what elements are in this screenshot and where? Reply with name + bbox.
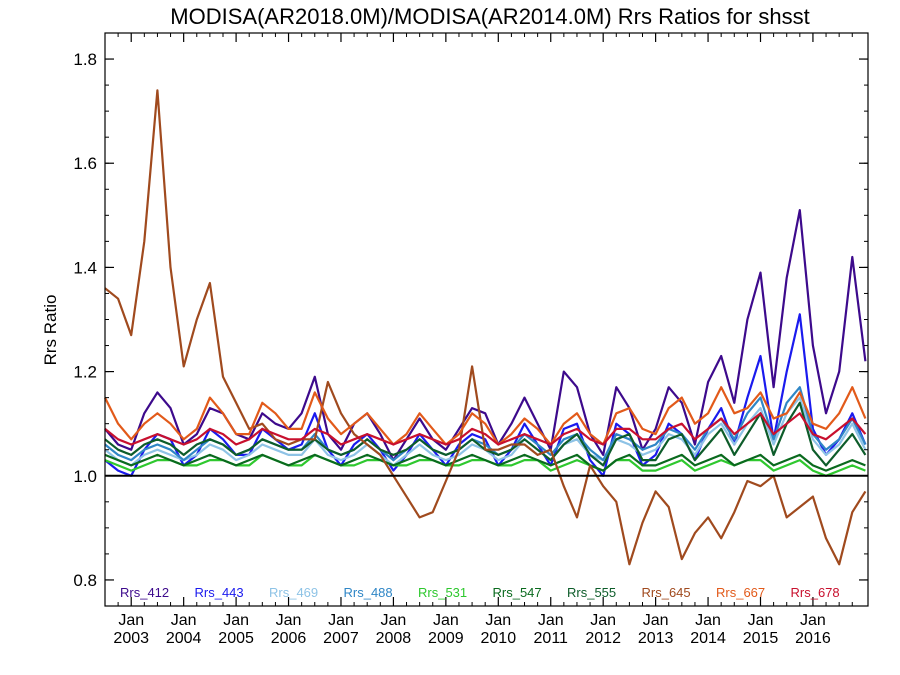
x-tick-year-label: 2006 (271, 630, 307, 647)
x-tick-year-label: 2010 (481, 630, 517, 647)
legend: Rrs_412 Rrs_443 Rrs_469 Rrs_488 Rrs_531 Rrs_5… (120, 585, 840, 600)
x-tick-year-label: 2012 (585, 630, 621, 647)
x-tick-month-label: Jan (118, 612, 144, 629)
series-line-rrs-678 (104, 412, 867, 446)
legend-entry-rrs-488: Rrs_488 (344, 585, 393, 600)
x-tick-month-label: Jan (328, 612, 354, 629)
y-tick-label: 1.6 (73, 154, 97, 173)
plot-frame (104, 32, 869, 607)
series-line-rrs-547 (104, 453, 866, 472)
series-line-rrs-645 (104, 89, 867, 566)
x-tick-year-label: 2015 (743, 630, 779, 647)
x-tick-year-label: 2016 (795, 630, 831, 647)
x-tick-month-label: Jan (223, 612, 249, 629)
x-tick-month-label: Jan (800, 612, 826, 629)
y-axis-label: Rrs Ratio (41, 295, 60, 366)
x-tick-year-label: 2003 (113, 630, 149, 647)
x-tick-month-label: Jan (276, 612, 302, 629)
y-tick-label: 1.4 (73, 258, 97, 277)
legend-entry-rrs-469: Rrs_469 (269, 585, 318, 600)
x-tick-month-label: Jan (485, 612, 511, 629)
legend-entry-rrs-443: Rrs_443 (195, 585, 244, 600)
legend-entry-rrs-645: Rrs_645 (642, 585, 691, 600)
series-line-rrs-443 (104, 313, 867, 477)
x-tick-year-label: 2009 (428, 630, 464, 647)
x-tick-month-label: Jan (171, 612, 197, 629)
y-tick-label: 1.8 (73, 50, 97, 69)
legend-entry-rrs-547: Rrs_547 (493, 585, 542, 600)
series-line-rrs-667 (104, 386, 867, 446)
chart-title: MODISA(AR2018.0M)/MODISA(AR2014.0M) Rrs … (170, 4, 809, 29)
x-tick-year-label: 2014 (690, 630, 726, 647)
x-tick-year-label: 2008 (376, 630, 412, 647)
x-tick-year-label: 2005 (218, 630, 254, 647)
series-layer (104, 89, 867, 566)
legend-entry-rrs-678: Rrs_678 (791, 585, 840, 600)
y-tick-label: 0.8 (73, 571, 97, 590)
legend-entry-rrs-531: Rrs_531 (418, 585, 467, 600)
x-tick-month-label: Jan (590, 612, 616, 629)
x-tick-month-label: Jan (433, 612, 459, 629)
x-tick-month-label: Jan (643, 612, 669, 629)
y-tick-label: 1.2 (73, 363, 97, 382)
y-tick-label: 1.0 (73, 467, 97, 486)
x-tick-year-label: 2004 (166, 630, 202, 647)
legend-entry-rrs-412: Rrs_412 (120, 585, 169, 600)
x-tick-year-label: 2007 (323, 630, 359, 647)
legend-entry-rrs-555: Rrs_555 (567, 585, 616, 600)
axes-layer: 0.81.01.21.41.61.8Jan2003Jan2004Jan2005J… (73, 32, 869, 647)
legend-entry-rrs-667: Rrs_667 (716, 585, 765, 600)
x-tick-month-label: Jan (381, 612, 407, 629)
x-tick-year-label: 2011 (534, 630, 569, 647)
x-tick-year-label: 2013 (638, 630, 674, 647)
x-tick-month-label: Jan (695, 612, 721, 629)
x-tick-month-label: Jan (748, 612, 774, 629)
x-tick-month-label: Jan (538, 612, 564, 629)
